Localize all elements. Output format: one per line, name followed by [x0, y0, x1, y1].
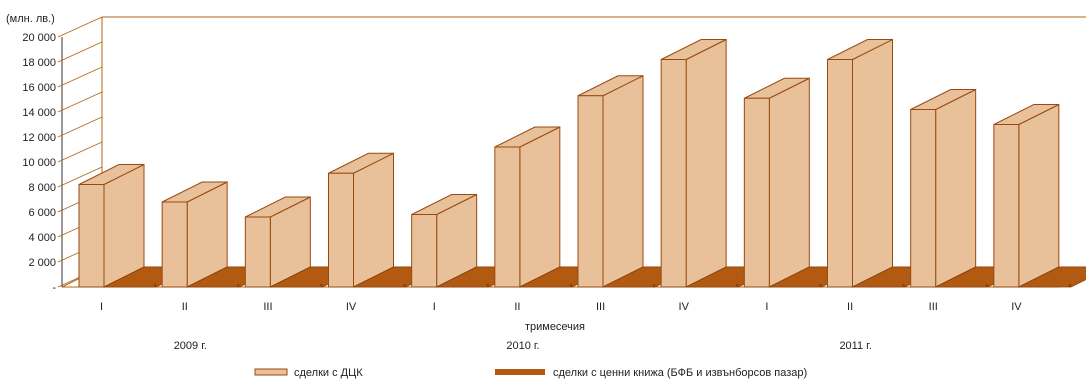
- legend: сделки с ДЦК сделки с ценни книжа (БФБ и …: [254, 367, 807, 379]
- bar-dck: [993, 124, 1020, 288]
- y-gridline-diagonal: [57, 116, 103, 138]
- x-tick-label: III: [263, 301, 272, 313]
- bar-securities-height: [653, 284, 656, 287]
- bar-securities-height: [237, 284, 240, 287]
- y-tick-label: 20 000: [22, 32, 56, 44]
- x-axis-title: тримесечия: [525, 321, 585, 333]
- x-tick-label: II: [847, 301, 853, 313]
- y-tick-label: 14 000: [22, 107, 56, 119]
- legend-label-dck: сделки с ДЦК: [294, 367, 363, 379]
- year-labels: 2009 г. 2010 г. 2011 г.: [174, 340, 872, 352]
- x-tick-label: IV: [346, 301, 357, 313]
- x-tick-label: III: [596, 301, 605, 313]
- x-tick-label: I: [433, 301, 436, 313]
- legend-swatch-securities: [495, 369, 545, 375]
- legend-swatch-dck: [254, 368, 288, 376]
- bar-dck: [494, 146, 521, 288]
- y-tick-label: 4 000: [28, 232, 56, 244]
- x-tick-label: IV: [679, 301, 690, 313]
- bar-securities-height: [819, 284, 822, 287]
- x-tick-label: I: [765, 301, 768, 313]
- x-tick-label: IV: [1011, 301, 1022, 313]
- bar-dck: [577, 95, 604, 288]
- y-tick-label: 6 000: [28, 207, 56, 219]
- bar-dck: [660, 59, 687, 288]
- y-tick-label: -: [52, 282, 56, 294]
- y-gridline-diagonal: [57, 41, 103, 63]
- bar-dck-side: [519, 126, 561, 288]
- y-gridline-diagonal: [57, 166, 103, 188]
- bar-securities-height: [570, 284, 572, 287]
- bar-securities-height: [736, 284, 739, 287]
- bar-dck-side: [353, 152, 394, 288]
- bar-securities-height: [902, 284, 905, 287]
- bar-dck-side: [935, 88, 977, 288]
- bar-dck: [328, 172, 354, 288]
- y-tick-label: 2 000: [28, 257, 56, 269]
- bar-dck-side: [103, 163, 145, 288]
- year-label: 2010 г.: [506, 340, 539, 352]
- x-tick-label: II: [514, 301, 520, 313]
- bar-securities-height: [1069, 284, 1071, 287]
- bar-dck-side: [852, 38, 893, 288]
- bar-dck: [827, 59, 853, 288]
- bar-dck: [78, 184, 105, 288]
- y-gridline-diagonal: [57, 141, 103, 163]
- bar-securities-height: [403, 284, 406, 287]
- bar-securities: [1018, 266, 1086, 288]
- x-axis: I II III IV I II III IV I II III IV: [100, 301, 1022, 313]
- y-gridline-diagonal: [57, 16, 103, 38]
- y-gridline-diagonal: [57, 66, 103, 88]
- x-tick-label: II: [182, 301, 188, 313]
- bar-securities-height: [320, 284, 323, 287]
- bar-securities-height: [985, 284, 988, 287]
- bar-dck-side: [1018, 103, 1060, 288]
- bar-dck: [743, 97, 770, 288]
- legend-label-securities: сделки с ценни книжа (БФБ и извънборсов …: [553, 367, 807, 379]
- y-tick-label: 10 000: [22, 157, 56, 169]
- y-tick-label: 18 000: [22, 57, 56, 69]
- bar-securities-height: [486, 284, 489, 287]
- x-tick-label: I: [100, 301, 103, 313]
- bar-dck: [411, 214, 438, 288]
- y-unit-label: (млн. лв.): [6, 13, 55, 25]
- bar-dck-side: [685, 38, 727, 288]
- y-tick-label: 8 000: [28, 182, 56, 194]
- y-tick-label: 12 000: [22, 132, 56, 144]
- year-label: 2009 г.: [174, 340, 207, 352]
- bar-dck: [161, 201, 188, 288]
- year-label: 2011 г.: [839, 340, 871, 352]
- y-tick-label: 16 000: [22, 82, 56, 94]
- bar-dck-side: [602, 74, 644, 288]
- bar-securities-height: [154, 284, 157, 287]
- bar-dck: [244, 216, 271, 288]
- bar-dck-side: [768, 77, 810, 288]
- bars: [78, 38, 1086, 288]
- y-gridline-diagonal: [57, 91, 103, 113]
- x-tick-label: III: [929, 301, 938, 313]
- bar-dck: [910, 109, 937, 288]
